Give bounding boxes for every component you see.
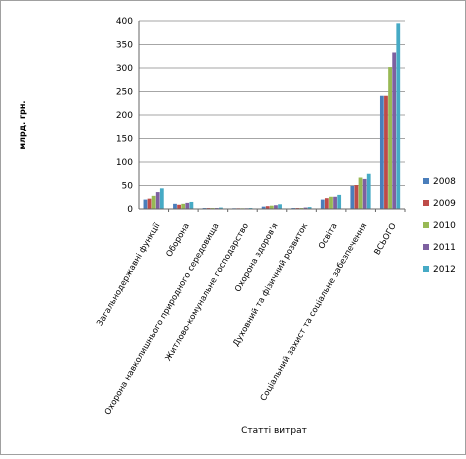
y-tick-label: 100 — [116, 158, 133, 168]
bar-2011-1 — [185, 202, 190, 209]
y-tick-label: 200 — [116, 111, 133, 121]
x-tick-label: Охорона навколишнього природного середов… — [102, 221, 221, 417]
bar-2010-1 — [181, 203, 186, 209]
legend-label: 2012 — [433, 265, 456, 275]
legend-swatch — [423, 178, 429, 184]
y-tick-label: 300 — [116, 64, 133, 74]
x-tick-label: Оборона — [164, 221, 191, 259]
bar-2010-0 — [151, 195, 156, 209]
legend-swatch — [423, 200, 429, 206]
legend-label: 2011 — [433, 243, 456, 253]
bar-2012-4 — [278, 204, 282, 209]
bar-2011-5 — [303, 207, 308, 209]
bar-2010-4 — [269, 205, 274, 209]
bar-2008-1 — [173, 203, 177, 209]
bar-2009-7 — [354, 185, 359, 209]
bar-2012-6 — [337, 194, 342, 209]
bar-2012-8 — [396, 23, 401, 209]
x-tick-label: ВСЬОГО — [372, 221, 399, 257]
bar-2009-0 — [147, 198, 152, 209]
bar-2011-8 — [392, 52, 397, 209]
legend-swatch — [423, 222, 429, 228]
gridlines — [139, 20, 405, 210]
legend-label: 2008 — [433, 177, 456, 187]
legend-swatch — [423, 266, 429, 272]
y-tick-label: 50 — [122, 182, 134, 192]
bar-2012-0 — [159, 188, 164, 209]
x-axis-title: Статті витрат — [241, 426, 307, 436]
bar-2009-1 — [177, 204, 181, 209]
bar-2011-7 — [362, 178, 367, 209]
legend-label: 2009 — [433, 199, 456, 209]
bar-2012-7 — [366, 173, 371, 209]
legend-label: 2010 — [433, 221, 456, 231]
y-tick-label: 150 — [116, 135, 133, 145]
bar-2008-6 — [320, 199, 325, 209]
y-tick-label: 0 — [127, 205, 133, 215]
bar-2008-8 — [379, 95, 384, 209]
x-tick-label: Загальнодержавні функції — [94, 220, 162, 327]
bars — [143, 23, 401, 210]
y-tick-label: 350 — [116, 41, 133, 51]
y-tick-label: 400 — [116, 17, 133, 27]
legend: 2008 2009 2010 2011 2012 — [423, 177, 456, 275]
x-tick-label: Соціальний захист та соціальне забезпече… — [258, 221, 369, 403]
bar-2011-6 — [333, 196, 337, 209]
bar-2012-2 — [219, 207, 223, 209]
axes — [138, 21, 406, 212]
bar-2010-6 — [329, 196, 333, 209]
bar-2008-4 — [261, 206, 266, 209]
bar-2008-7 — [350, 185, 355, 209]
bar-2012-5 — [307, 207, 312, 209]
bar-2009-4 — [265, 206, 270, 209]
x-tick-label: Освіта — [316, 221, 339, 250]
bar-2009-6 — [324, 198, 329, 209]
bar-2009-8 — [384, 95, 388, 209]
legend-swatch — [423, 244, 429, 250]
bar-2010-7 — [358, 177, 363, 209]
bar-2012-1 — [189, 201, 194, 209]
y-axis-title: млрд. грн. — [18, 101, 27, 150]
bar-2010-8 — [388, 67, 392, 209]
y-tick-label: 250 — [116, 88, 133, 98]
y-axis-ticks: 0 50 100 150 200 250 300 350 400 — [116, 17, 133, 215]
bar-2011-4 — [274, 205, 278, 209]
bar-2008-0 — [143, 199, 148, 209]
bar-2011-0 — [155, 192, 160, 209]
